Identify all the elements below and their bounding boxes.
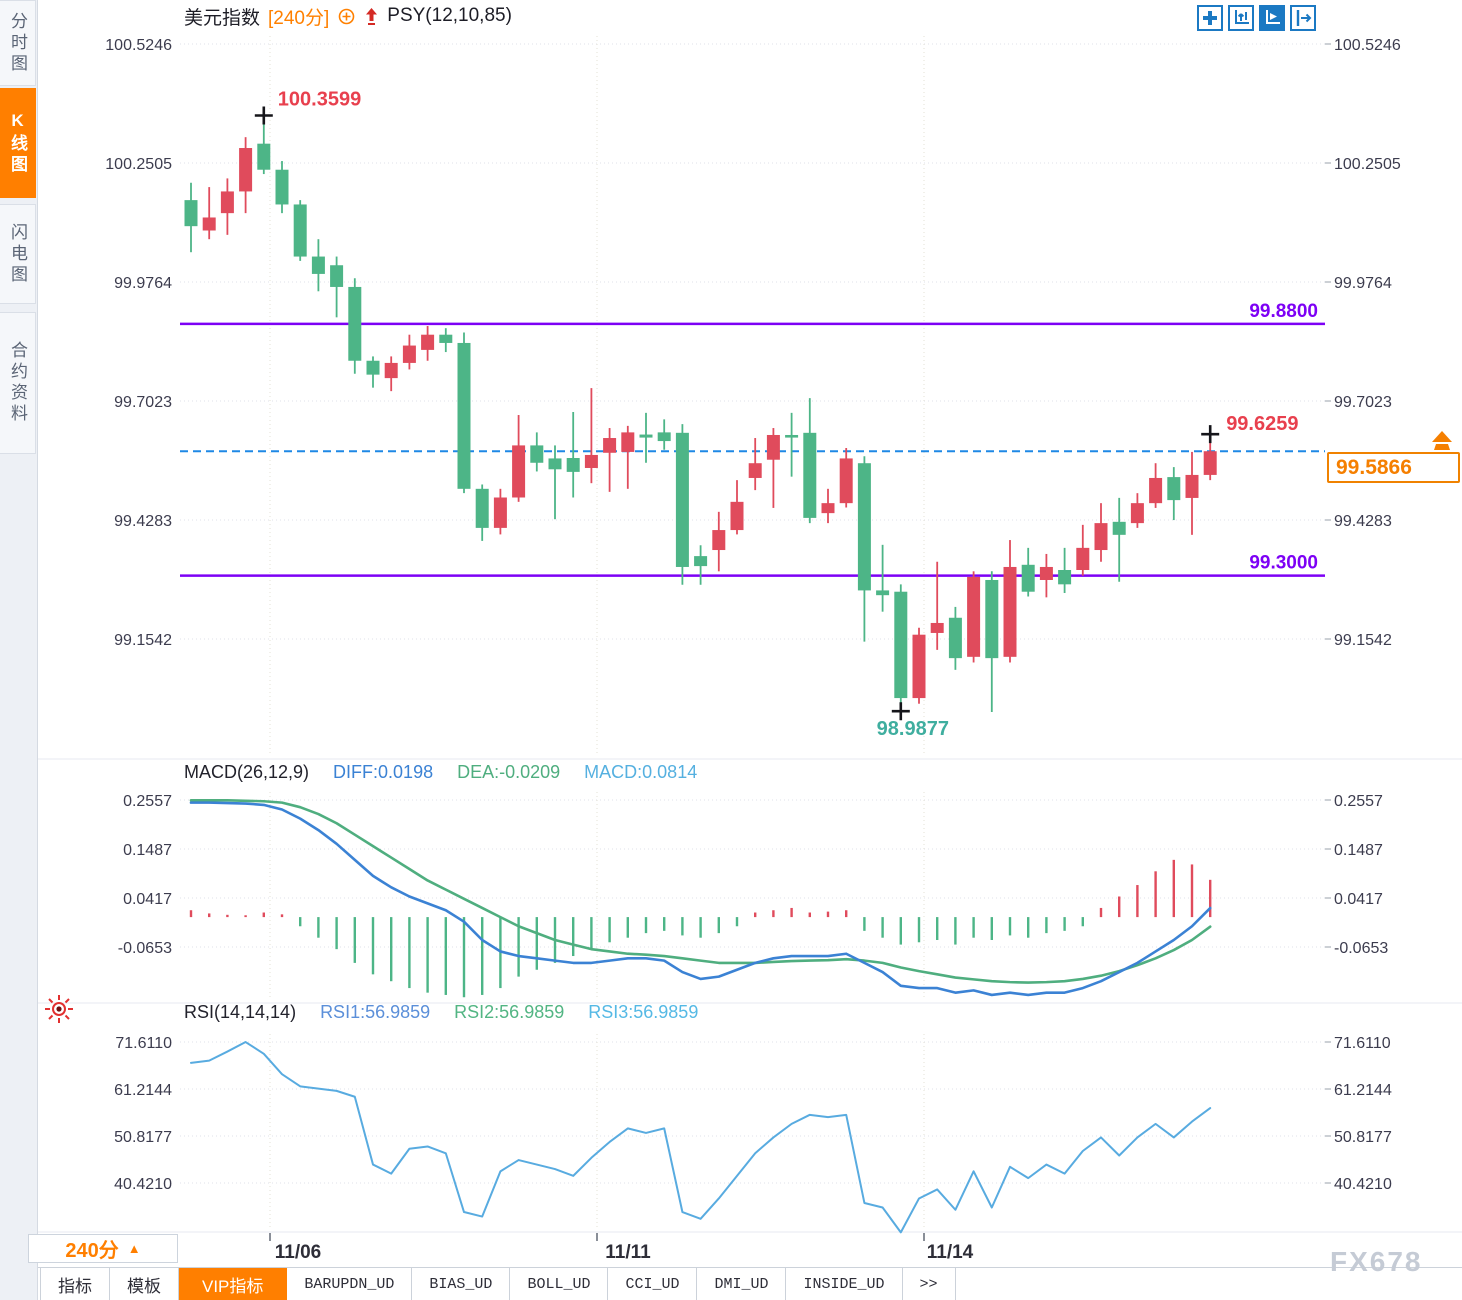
macd-series — [189, 799, 1212, 998]
current-price-value: 99.5866 — [1336, 455, 1412, 479]
axis-zoom-icon[interactable] — [1228, 5, 1254, 31]
svg-text:-0.0653: -0.0653 — [1334, 940, 1388, 957]
move-icon[interactable] — [1197, 5, 1223, 31]
current-price-tag: 99.5866 — [1327, 452, 1460, 483]
svg-text:100.2505: 100.2505 — [105, 156, 172, 173]
svg-text:99.4283: 99.4283 — [1334, 513, 1392, 530]
svg-text:99.8800: 99.8800 — [1249, 301, 1318, 322]
svg-text:99.7023: 99.7023 — [1334, 394, 1392, 411]
svg-text:100.3599: 100.3599 — [278, 89, 361, 111]
chart-plot[interactable]: 100.5246 100.5246 100.2505 100.2505 99.9764 9… — [38, 0, 1462, 1300]
annotations: 100.3599 98.9877 99.6259 — [254, 89, 1298, 740]
svg-text:0.0417: 0.0417 — [123, 891, 172, 908]
svg-text:100.2505: 100.2505 — [1334, 156, 1401, 173]
svg-text:11/11: 11/11 — [605, 1242, 651, 1263]
svg-text:50.8177: 50.8177 — [114, 1129, 172, 1146]
svg-text:61.2144: 61.2144 — [1334, 1082, 1392, 1099]
svg-text:100.5246: 100.5246 — [105, 37, 172, 54]
hot-indicator-icon[interactable] — [44, 994, 74, 1029]
timeframe-label[interactable]: [240分] — [268, 7, 330, 29]
svg-text:-0.0653: -0.0653 — [118, 940, 172, 957]
chart-header: 美元指数 [240分] PSY(12,10,85) — [184, 3, 512, 29]
indicator-tab-6[interactable]: BOLL_UD — [510, 1268, 609, 1300]
svg-text:99.1542: 99.1542 — [1334, 632, 1392, 649]
timeframe-selector[interactable]: 240分 ▲ — [28, 1234, 178, 1263]
macd-title: MACD(26,12,9) — [184, 761, 310, 782]
sidebar-tab-2[interactable]: K线图 — [0, 88, 36, 198]
timeframe-value: 240分 — [65, 1240, 119, 1262]
svg-text:61.2144: 61.2144 — [114, 1082, 172, 1099]
svg-text:99.9764: 99.9764 — [1334, 275, 1392, 292]
svg-text:0.2557: 0.2557 — [1334, 793, 1383, 810]
svg-text:40.4210: 40.4210 — [114, 1176, 172, 1193]
macd-dea-value: DEA:-0.0209 — [457, 761, 561, 782]
indicator-tab-4[interactable]: BARUPDN_UD — [287, 1268, 413, 1300]
indicator-tab-7[interactable]: CCI_UD — [608, 1268, 698, 1300]
price-up-arrow-icon[interactable] — [1429, 431, 1455, 457]
gridlines — [38, 36, 1462, 1233]
svg-text:100.5246: 100.5246 — [1334, 37, 1401, 54]
svg-text:99.7023: 99.7023 — [114, 394, 172, 411]
rsi-header: RSI(14,14,14) RSI1:56.9859 RSI2:56.9859 … — [184, 1000, 698, 1024]
sidebar-tab-3[interactable]: 闪电图 — [0, 204, 36, 304]
svg-text:99.6259: 99.6259 — [1226, 413, 1298, 435]
macd-diff-value: DIFF:0.0198 — [333, 761, 434, 782]
overlay-indicator-label[interactable]: PSY(12,10,85) — [387, 5, 512, 26]
indicator-tab-10[interactable]: >> — [903, 1268, 956, 1300]
indicator-tab-5[interactable]: BIAS_UD — [412, 1268, 511, 1300]
rsi-title: RSI(14,14,14) — [184, 1001, 297, 1022]
svg-text:99.3000: 99.3000 — [1249, 553, 1318, 574]
axis-labels: 100.5246 100.5246 100.2505 100.2505 99.9764 9… — [105, 37, 1401, 1263]
indicator-tab-1[interactable]: 指标 — [40, 1268, 110, 1300]
macd-hist-value: MACD:0.0814 — [584, 761, 698, 782]
indicator-tab-8[interactable]: DMI_UD — [697, 1268, 787, 1300]
svg-text:11/14: 11/14 — [927, 1242, 974, 1263]
indicator-tab-3[interactable]: VIP指标 — [179, 1268, 288, 1300]
candles — [184, 115, 1217, 712]
svg-text:0.2557: 0.2557 — [123, 793, 172, 810]
svg-text:50.8177: 50.8177 — [1334, 1129, 1392, 1146]
svg-text:99.4283: 99.4283 — [114, 513, 172, 530]
pan-right-icon[interactable] — [1290, 5, 1316, 31]
svg-text:11/06: 11/06 — [275, 1242, 322, 1263]
svg-text:0.1487: 0.1487 — [123, 842, 172, 859]
chart-toolbar — [1197, 5, 1316, 31]
rsi3-value: RSI3:56.9859 — [588, 1001, 699, 1022]
up-arrow-icon — [364, 7, 379, 26]
rsi1-value: RSI1:56.9859 — [320, 1001, 431, 1022]
svg-text:71.6110: 71.6110 — [1334, 1035, 1391, 1052]
svg-text:99.1542: 99.1542 — [114, 632, 172, 649]
chart-mode-sidebar: 分时图 K线图闪电图合约资料 — [0, 0, 38, 1300]
indicator-tab-bar: 指标 模板 VIP指标 BARUPDN_UD BIAS_UD BOLL_UD CCI_UD D… — [38, 1267, 1462, 1300]
svg-text:40.4210: 40.4210 — [1334, 1176, 1392, 1193]
svg-text:98.9877: 98.9877 — [877, 718, 949, 740]
triangle-up-icon: ▲ — [127, 1241, 141, 1256]
level-lines: 99.8800 99.3000 — [180, 301, 1325, 577]
rsi-series — [190, 1041, 1212, 1234]
macd-header: MACD(26,12,9) DIFF:0.0198 DEA:-0.0209 MA… — [184, 760, 697, 784]
svg-text:0.0417: 0.0417 — [1334, 891, 1383, 908]
symbol-name: 美元指数 — [184, 7, 261, 29]
auto-scale-icon[interactable] — [1259, 5, 1285, 31]
sidebar-tab-1[interactable]: 分时图 — [0, 0, 36, 86]
svg-text:0.1487: 0.1487 — [1334, 842, 1383, 859]
svg-text:71.6110: 71.6110 — [115, 1035, 172, 1052]
rsi2-value: RSI2:56.9859 — [454, 1001, 565, 1022]
add-indicator-icon[interactable] — [338, 8, 355, 25]
indicator-tab-2[interactable]: 模板 — [110, 1268, 179, 1300]
svg-text:99.9764: 99.9764 — [114, 275, 172, 292]
sidebar-tab-4[interactable]: 合约资料 — [0, 312, 36, 454]
indicator-tab-9[interactable]: INSIDE_UD — [786, 1268, 903, 1300]
